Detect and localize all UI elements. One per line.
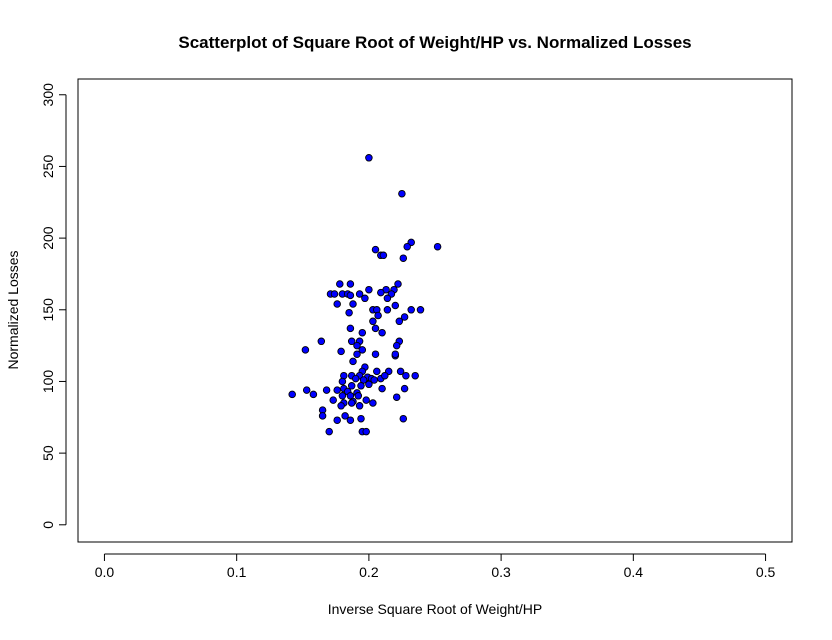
data-point	[347, 399, 356, 407]
data-point	[402, 371, 410, 380]
data-point	[355, 402, 364, 410]
data-point	[302, 386, 311, 394]
data-point	[371, 350, 380, 358]
data-point	[396, 367, 405, 376]
data-point	[333, 386, 341, 394]
data-point	[391, 301, 400, 310]
x-tick-label: 0.0	[95, 564, 115, 580]
data-point	[333, 300, 341, 308]
data-point	[373, 367, 381, 376]
data-point	[345, 308, 353, 317]
data-point	[347, 337, 356, 346]
data-point	[338, 377, 347, 386]
data-point	[346, 291, 355, 300]
data-point	[416, 306, 425, 314]
data-point	[362, 427, 370, 436]
data-point	[338, 392, 347, 400]
data-point	[337, 402, 345, 410]
y-tick-label: 50	[40, 445, 56, 461]
data-point	[379, 251, 388, 260]
data-point	[433, 242, 442, 251]
data-point	[395, 317, 404, 326]
data-point	[354, 392, 363, 400]
data-point	[318, 412, 327, 420]
data-point	[378, 384, 386, 393]
data-point	[365, 154, 373, 162]
data-point	[407, 306, 415, 314]
data-point	[349, 357, 357, 366]
data-point	[333, 416, 341, 424]
y-tick-label: 250	[40, 155, 56, 179]
data-point	[346, 324, 355, 333]
data-point	[329, 396, 337, 404]
data-point	[391, 350, 400, 358]
x-tick-label: 0.1	[227, 564, 247, 580]
data-point	[336, 280, 344, 288]
x-axis: 0.0 0.1 0.2 0.3 0.4 0.5	[95, 553, 776, 580]
data-point	[355, 290, 364, 298]
data-point	[383, 294, 392, 303]
data-point	[349, 300, 357, 308]
data-point	[346, 416, 355, 424]
data-point	[358, 328, 367, 337]
data-point	[371, 245, 380, 254]
data-point	[325, 427, 333, 436]
data-point	[309, 390, 318, 399]
y-tick-label: 300	[40, 83, 56, 107]
y-tick-label: 100	[40, 370, 56, 394]
data-point	[361, 294, 369, 303]
data-point	[353, 341, 361, 350]
plot-area-border	[77, 78, 793, 543]
data-point	[392, 393, 401, 401]
x-tick-label: 0.3	[491, 564, 511, 580]
data-point	[337, 347, 345, 356]
x-tick-label: 0.4	[624, 564, 644, 580]
data-point	[365, 380, 373, 389]
data-point	[346, 280, 355, 288]
y-tick-label: 200	[40, 226, 56, 250]
data-point	[394, 280, 402, 288]
data-point	[383, 306, 392, 314]
data-point	[411, 371, 419, 380]
data-point	[400, 313, 409, 321]
data-point	[378, 328, 386, 337]
data-point	[403, 242, 411, 251]
data-point	[353, 350, 361, 358]
data-point	[322, 386, 331, 394]
data-point	[399, 414, 408, 423]
data-point	[399, 254, 408, 262]
data-point	[301, 346, 310, 354]
y-tick-label: 150	[40, 298, 56, 322]
x-tick-label: 0.2	[359, 564, 379, 580]
data-point	[369, 399, 377, 407]
chart-title: Scatterplot of Square Root of Weight/HP …	[178, 33, 691, 52]
data-point	[347, 382, 356, 390]
data-point	[365, 285, 373, 294]
data-point	[358, 346, 367, 354]
data-point	[357, 414, 365, 423]
data-point	[374, 311, 382, 320]
data-point	[362, 396, 370, 404]
data-points	[288, 154, 442, 436]
data-point	[330, 290, 339, 298]
data-point	[341, 412, 349, 420]
data-point	[392, 341, 401, 350]
data-point	[400, 384, 409, 393]
data-point	[317, 337, 326, 346]
y-tick-label: 0	[40, 521, 56, 529]
data-point	[288, 390, 296, 399]
data-point	[377, 288, 385, 297]
data-point	[357, 382, 365, 390]
y-axis: 0 50 100 150 200 250 300	[40, 83, 67, 529]
data-point	[371, 324, 380, 333]
data-point	[381, 371, 389, 380]
data-point	[369, 317, 377, 326]
data-point	[351, 374, 360, 383]
y-axis-label: Normalized Losses	[5, 250, 21, 369]
x-tick-label: 0.5	[756, 564, 776, 580]
x-axis-label: Inverse Square Root of Weight/HP	[328, 601, 543, 617]
data-point	[398, 189, 406, 198]
data-point	[370, 376, 378, 384]
